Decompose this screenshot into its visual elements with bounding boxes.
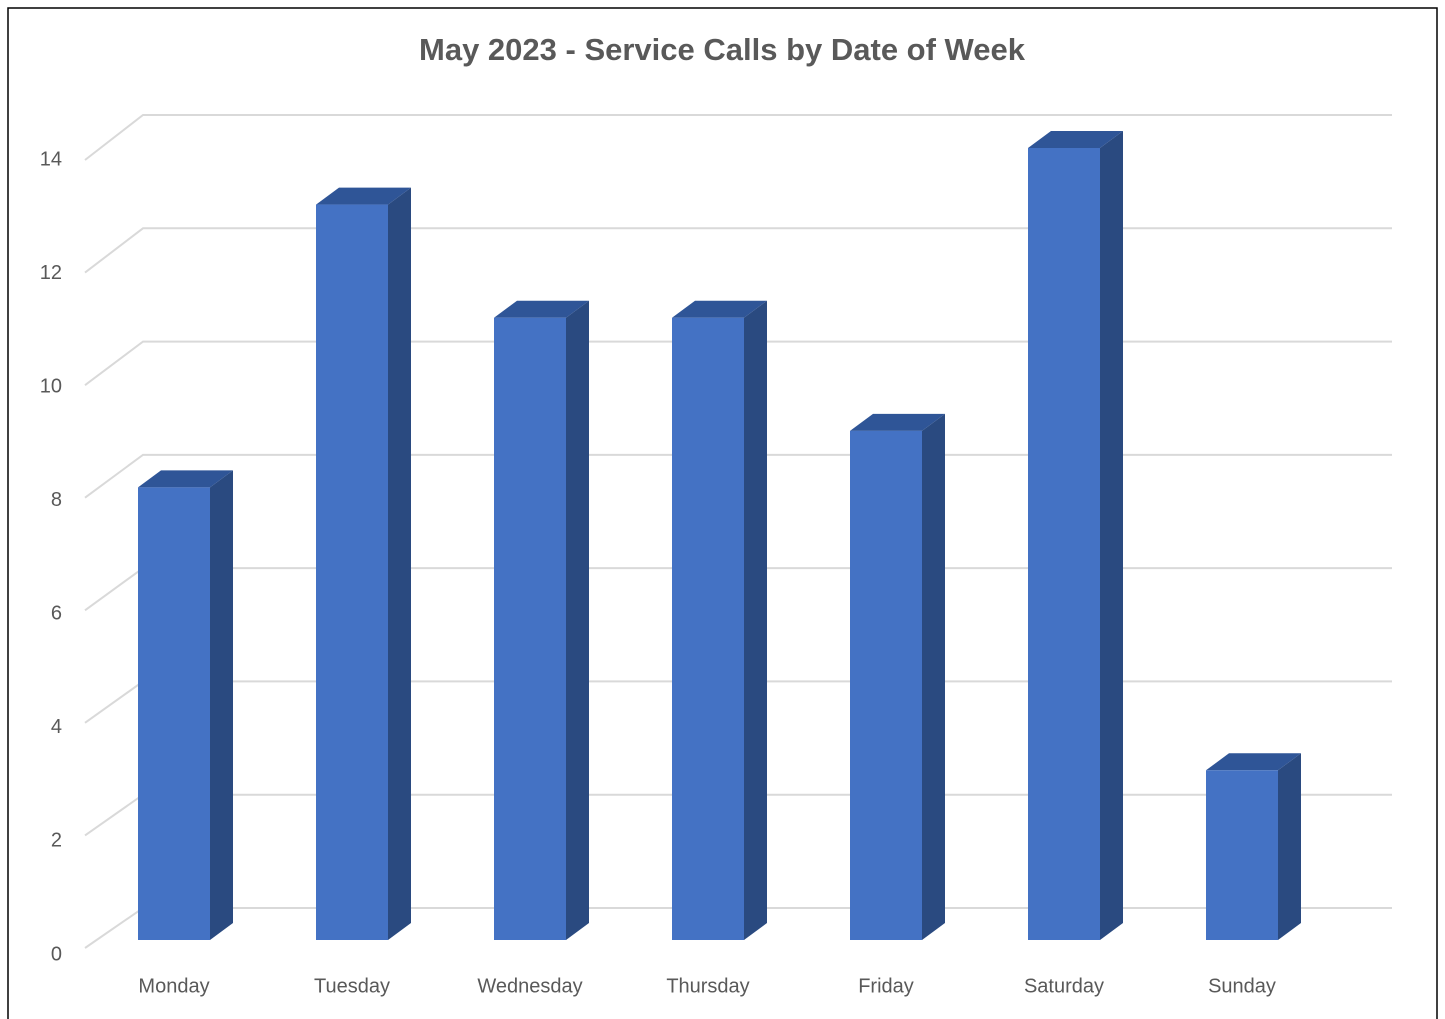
grid-line — [84, 453, 1392, 499]
grid-line — [84, 227, 1392, 274]
bar — [672, 317, 744, 940]
bar-top — [316, 187, 411, 205]
y-tick-label: 8 — [51, 489, 62, 511]
bar — [1206, 770, 1278, 940]
bar-top — [1028, 131, 1123, 148]
bar-top — [672, 300, 767, 318]
y-tick-label: 6 — [51, 603, 62, 625]
x-tick-label: Saturday — [1024, 975, 1104, 997]
grid-line — [84, 340, 1392, 386]
bar-side — [1278, 753, 1301, 940]
x-tick-label: Friday — [858, 975, 914, 997]
bar — [316, 204, 388, 941]
chart-title: May 2023 - Service Calls by Date of Week — [419, 32, 1026, 67]
y-tick-label: 10 — [40, 375, 62, 397]
y-tick-label: 12 — [40, 262, 62, 284]
bar-top — [138, 470, 233, 488]
x-tick-label: Wednesday — [477, 975, 582, 997]
bar — [494, 317, 566, 940]
x-tick-label: Thursday — [666, 975, 749, 997]
bar-side — [922, 413, 945, 940]
bar-top — [1206, 753, 1301, 771]
bar-side — [210, 470, 233, 940]
y-tick-label: 0 — [51, 943, 62, 965]
bar — [138, 487, 210, 940]
bar — [850, 430, 922, 940]
x-tick-label: Tuesday — [314, 975, 390, 997]
y-tick-label: 14 — [40, 148, 62, 170]
bar-side — [1100, 131, 1123, 940]
grid-line — [84, 114, 1392, 161]
y-tick-label: 2 — [51, 830, 62, 852]
bar — [1028, 148, 1100, 940]
x-tick-label: Sunday — [1208, 975, 1276, 997]
bar-side — [566, 300, 589, 940]
bar-side — [388, 187, 411, 941]
y-tick-label: 4 — [51, 716, 62, 738]
bar-side — [744, 300, 767, 940]
x-tick-label: Monday — [138, 975, 209, 997]
bar-top — [850, 413, 945, 431]
bar-top — [494, 300, 589, 318]
